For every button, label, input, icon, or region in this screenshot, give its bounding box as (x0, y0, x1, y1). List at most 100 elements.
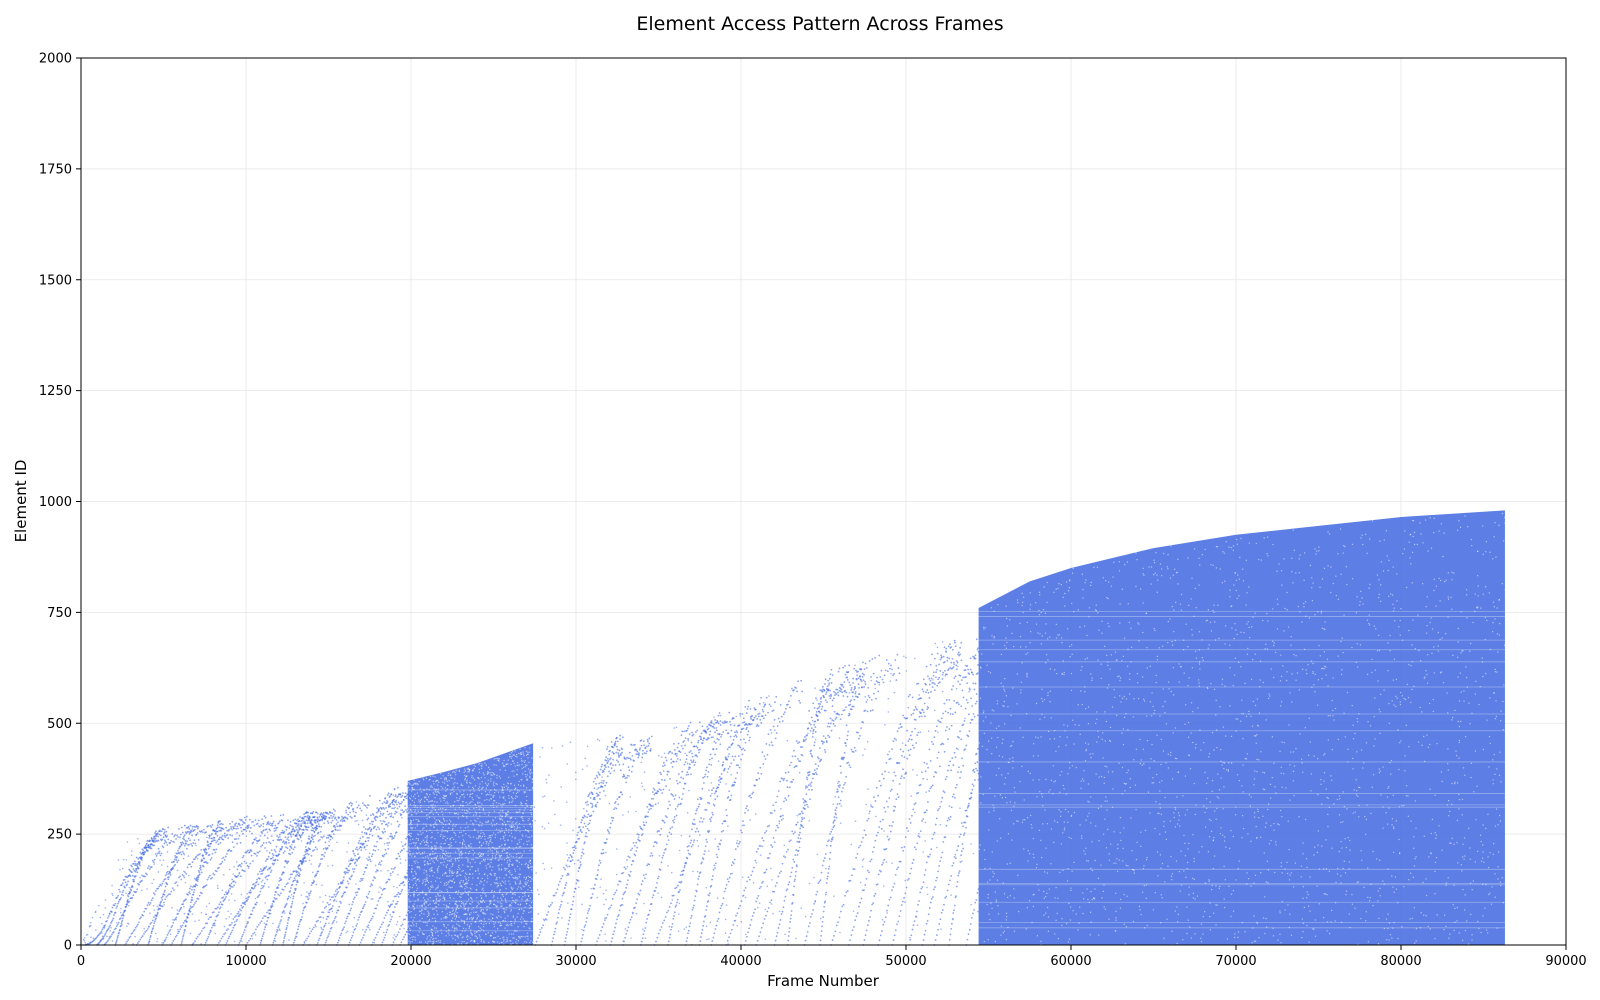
data-point (504, 799, 506, 801)
data-point (203, 861, 205, 864)
data-point (134, 862, 137, 865)
data-point (331, 812, 334, 814)
data-point (275, 933, 278, 936)
data-point (485, 923, 487, 925)
data-point (477, 868, 479, 870)
data-point (524, 765, 526, 768)
data-point (480, 938, 482, 941)
data-point (298, 875, 301, 877)
data-point (355, 894, 358, 897)
data-point (422, 881, 424, 883)
data-point (185, 847, 188, 850)
data-point (379, 815, 381, 818)
data-point (484, 838, 486, 840)
data-point (523, 785, 525, 787)
data-point (422, 890, 424, 892)
data-point (367, 924, 370, 927)
data-point (116, 896, 119, 899)
data-point (392, 911, 395, 914)
data-point (469, 918, 471, 920)
data-point (487, 770, 489, 773)
data-point (437, 832, 439, 834)
data-point (452, 878, 455, 880)
data-point (319, 921, 322, 923)
data-point (482, 926, 485, 928)
data-point (192, 842, 195, 844)
data-point (403, 927, 405, 930)
data-point (358, 847, 361, 850)
data-point (256, 896, 259, 899)
data-point (356, 891, 359, 894)
data-point (282, 888, 285, 891)
data-point (509, 860, 511, 862)
data-point (419, 799, 422, 802)
data-point (178, 847, 180, 850)
data-point (487, 814, 490, 816)
data-point (216, 840, 219, 842)
data-point (454, 813, 456, 815)
data-point (411, 936, 413, 938)
data-point (562, 866, 565, 869)
data-point (123, 878, 126, 881)
data-point (529, 777, 531, 779)
data-point (362, 873, 365, 876)
data-point (468, 898, 470, 900)
data-point (542, 924, 545, 927)
data-point (152, 924, 155, 927)
data-point (420, 798, 423, 800)
data-point (317, 831, 320, 834)
data-point (387, 804, 390, 807)
data-point (171, 868, 174, 871)
data-point (204, 922, 207, 925)
data-point (501, 787, 504, 789)
data-point (293, 870, 296, 873)
data-point (423, 861, 425, 863)
data-point (126, 841, 129, 843)
data-point (162, 828, 165, 830)
data-point (310, 825, 313, 827)
data-point (485, 895, 487, 897)
data-point (116, 936, 119, 939)
data-point (282, 941, 285, 944)
data-point (339, 900, 341, 903)
data-point (266, 878, 269, 881)
data-point (266, 858, 269, 860)
data-point (501, 828, 503, 830)
data-point (312, 879, 315, 882)
data-point (336, 825, 339, 828)
data-point (377, 900, 380, 902)
data-point (504, 769, 507, 771)
data-point (151, 882, 153, 885)
data-point (500, 905, 502, 907)
data-point (158, 885, 161, 888)
data-point (319, 830, 322, 833)
data-point (516, 916, 518, 918)
data-point (409, 854, 411, 856)
data-point (453, 897, 455, 899)
data-point (366, 828, 369, 831)
data-point (356, 848, 359, 851)
data-point (161, 898, 164, 901)
data-point (494, 817, 496, 819)
data-point (523, 792, 525, 794)
data-point (312, 871, 314, 874)
data-point (307, 898, 309, 901)
data-point (210, 834, 213, 836)
data-point (432, 780, 434, 782)
data-point (432, 775, 434, 777)
data-point (394, 812, 396, 815)
data-point (472, 858, 475, 861)
data-point (475, 935, 477, 937)
data-point (249, 862, 252, 865)
data-point (174, 834, 176, 837)
data-point (168, 875, 170, 878)
data-point (155, 915, 158, 918)
data-point (527, 865, 529, 867)
data-point (336, 892, 339, 895)
data-point (281, 819, 284, 822)
data-point (204, 847, 207, 850)
data-point (491, 855, 494, 857)
data-point (479, 862, 481, 864)
data-point (177, 912, 180, 915)
data-point (451, 913, 453, 915)
